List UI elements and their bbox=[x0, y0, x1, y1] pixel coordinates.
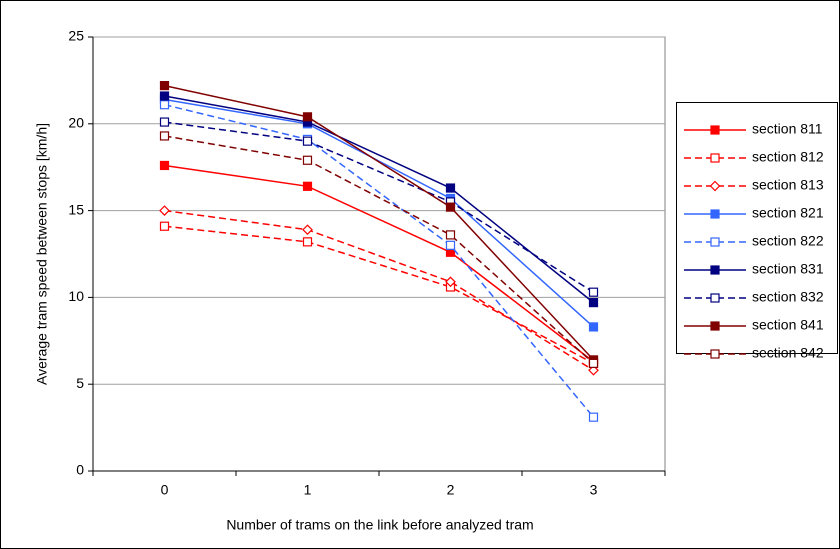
legend-marker bbox=[709, 180, 721, 192]
data-point bbox=[302, 237, 313, 247]
legend-marker bbox=[710, 321, 720, 331]
legend-box bbox=[676, 102, 838, 354]
data-point bbox=[302, 136, 313, 146]
x-tick-label: 0 bbox=[161, 482, 169, 498]
series-line bbox=[164, 84, 595, 361]
x-tick-label: 2 bbox=[447, 482, 455, 498]
data-point bbox=[159, 100, 170, 110]
data-point bbox=[159, 160, 170, 171]
data-point bbox=[159, 205, 170, 216]
data-point bbox=[588, 412, 599, 422]
data-point bbox=[159, 117, 170, 127]
legend-marker bbox=[710, 237, 720, 247]
legend-marker bbox=[710, 349, 720, 359]
data-point bbox=[159, 81, 170, 91]
data-point bbox=[588, 287, 599, 297]
legend-label: section 813 bbox=[752, 177, 824, 193]
legend-label: section 822 bbox=[752, 233, 824, 249]
legend-label: section 832 bbox=[752, 289, 824, 305]
data-point bbox=[445, 183, 456, 193]
y-tick-label: 0 bbox=[76, 462, 84, 478]
series-line bbox=[164, 121, 594, 293]
data-point bbox=[302, 181, 313, 191]
data-point bbox=[302, 155, 313, 165]
data-point bbox=[445, 230, 456, 240]
y-tick-label: 10 bbox=[68, 288, 84, 304]
y-tick-label: 20 bbox=[68, 115, 84, 131]
data-point bbox=[302, 224, 313, 236]
series-line bbox=[164, 95, 594, 304]
legend-label: section 811 bbox=[752, 121, 823, 137]
data-point bbox=[159, 91, 170, 101]
y-axis-label: Average tram speed between stops [km/h] bbox=[34, 123, 50, 385]
series-line bbox=[164, 103, 595, 418]
legend-label: section 812 bbox=[752, 149, 824, 165]
legend-marker bbox=[710, 125, 720, 135]
data-point bbox=[588, 358, 599, 368]
legend-marker bbox=[710, 153, 720, 163]
legend-label: section 831 bbox=[752, 261, 824, 277]
data-point bbox=[159, 131, 170, 141]
data-point bbox=[445, 202, 456, 212]
data-point bbox=[159, 221, 170, 231]
legend-marker bbox=[710, 265, 720, 275]
y-tick-label: 15 bbox=[68, 201, 84, 217]
legend-marker bbox=[710, 209, 720, 219]
legend-label: section 841 bbox=[752, 317, 824, 333]
legend-label: section 821 bbox=[752, 205, 824, 221]
data-point bbox=[445, 240, 456, 250]
data-point bbox=[445, 276, 456, 288]
data-point bbox=[588, 298, 599, 308]
data-point bbox=[588, 322, 599, 332]
legend-marker bbox=[710, 293, 720, 303]
data-point bbox=[302, 112, 313, 122]
series-line bbox=[164, 135, 595, 364]
x-tick-label: 3 bbox=[590, 482, 598, 498]
series-line bbox=[164, 209, 594, 371]
y-tick-label: 5 bbox=[76, 375, 84, 391]
y-tick-label: 25 bbox=[68, 28, 84, 44]
series-line bbox=[164, 164, 594, 363]
data-point bbox=[588, 364, 599, 376]
legend-label: section 842 bbox=[752, 345, 824, 361]
x-axis-label: Number of trams on the link before analy… bbox=[226, 517, 533, 533]
x-tick-label: 1 bbox=[304, 482, 312, 498]
